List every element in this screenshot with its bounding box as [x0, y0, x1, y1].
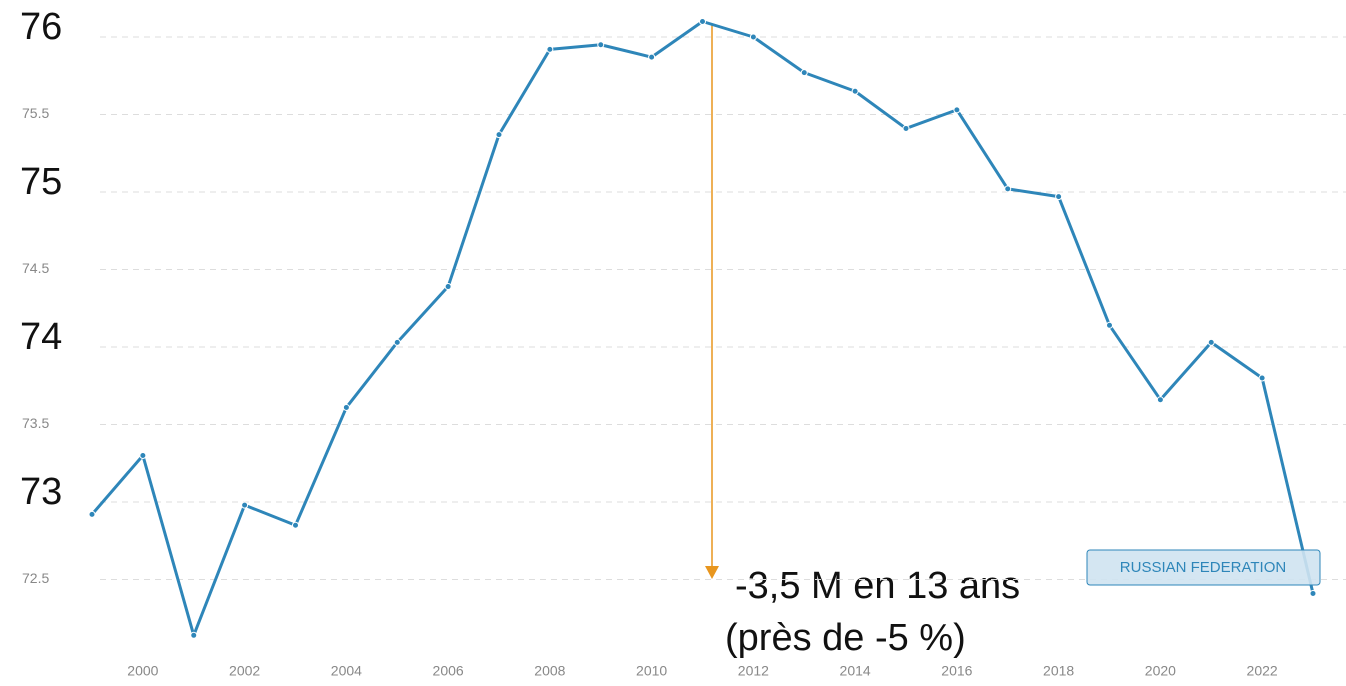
y-tick-label: 73.5: [22, 415, 49, 431]
series-line: [90, 20, 1315, 637]
legend-box: [1086, 549, 1321, 586]
point: [546, 45, 554, 53]
legend-label: RUSSIAN FEDERATION: [1120, 559, 1286, 576]
point: [800, 69, 808, 77]
point: [902, 124, 910, 132]
point: [241, 501, 249, 509]
point: [495, 131, 503, 139]
point: [1106, 321, 1113, 329]
annotation: -3,5 M en 13 ans: [735, 565, 1020, 607]
y-tick-label: 75: [20, 161, 62, 203]
point: [1207, 338, 1215, 346]
y-tick-label: 72.5: [22, 570, 49, 586]
x-tick-label: 2006: [433, 663, 464, 679]
x-tick-label: 2000: [127, 663, 158, 679]
point: [648, 53, 656, 61]
x-tick-label: 2008: [534, 663, 565, 679]
point: [1156, 396, 1164, 404]
x-tick-label: 2016: [941, 663, 972, 679]
x-tick-label: 2002: [229, 663, 260, 679]
grid: [100, 36, 1346, 580]
point: [699, 18, 706, 25]
x-tick-label: 2022: [1247, 663, 1278, 679]
y-tick-label: 73: [20, 471, 62, 513]
y-tick-label: 75.5: [22, 105, 49, 121]
point: [393, 338, 401, 346]
point: [1258, 374, 1266, 382]
point: [88, 510, 96, 518]
x-tick-label: 2012: [738, 663, 769, 679]
point: [342, 403, 350, 411]
x-tick-label: 2004: [331, 663, 362, 679]
y-tick-label: 74.5: [22, 260, 49, 276]
annotation: (près de -5 %): [725, 617, 966, 659]
x-tick-label: 2018: [1043, 663, 1074, 679]
point: [851, 87, 859, 95]
point: [597, 41, 605, 49]
point: [953, 106, 961, 114]
x-tick-label: 2020: [1145, 663, 1176, 679]
point: [139, 452, 147, 459]
y-tick-label: 74: [20, 316, 62, 358]
annotation-arrowhead: [705, 566, 719, 579]
point: [292, 521, 299, 529]
x-tick-label: 2014: [840, 663, 871, 679]
y-tick-label: 76: [20, 6, 62, 48]
point: [444, 283, 452, 291]
x-tick-label: 2010: [636, 663, 667, 679]
point: [1309, 589, 1317, 597]
point: [1055, 193, 1063, 201]
point: [190, 631, 198, 639]
point: [749, 33, 757, 41]
point: [1004, 185, 1012, 193]
